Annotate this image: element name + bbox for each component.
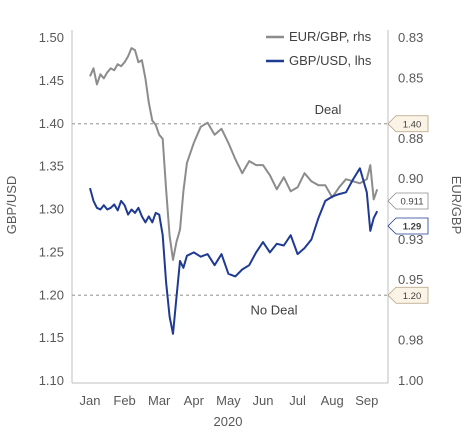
x-tick-label: Jan — [80, 393, 101, 408]
reference-lines: Deal No Deal — [72, 102, 388, 317]
y-left-tick-label: 1.40 — [39, 116, 64, 131]
y-left-tick-label: 1.15 — [39, 330, 64, 345]
legend-label-gbpusd: GBP/USD, lhs — [289, 53, 372, 68]
series-layer — [89, 47, 379, 335]
value-tags: 1.40 1.20 0.911 1.29 — [387, 115, 429, 304]
end-value-tag-box — [387, 217, 429, 235]
y-right-tick-label: 0.90 — [398, 171, 423, 186]
x-tick-label: Jun — [253, 393, 274, 408]
series-line-eurgbp — [89, 47, 379, 261]
y-right-tick-label: 0.83 — [398, 30, 423, 45]
reference-tag-text: 1.20 — [403, 291, 422, 302]
y-right-tick-label: 1.00 — [398, 373, 423, 388]
y-left-tick-label: 1.10 — [39, 373, 64, 388]
x-tick-label: May — [216, 393, 241, 408]
y-right-tick-label: 0.93 — [398, 232, 423, 247]
y-right-tick-label: 0.85 — [398, 70, 423, 85]
x-tick-label: Apr — [184, 393, 205, 408]
y-right-tick-label: 0.95 — [398, 272, 423, 287]
x-axis-ticks: Jan Feb Mar Apr May Jun Jul Aug Sep — [80, 393, 379, 408]
x-tick-label: Sep — [355, 393, 378, 408]
legend: EUR/GBP, rhs GBP/USD, lhs — [266, 29, 372, 68]
y-left-tick-label: 1.35 — [39, 159, 64, 174]
end-value-tag: 0.911 — [387, 192, 429, 210]
reference-tag: 1.20 — [387, 286, 429, 304]
x-tick-label: Feb — [113, 393, 135, 408]
reference-tag-box — [387, 286, 429, 304]
y-left-tick-label: 1.25 — [39, 244, 64, 259]
x-tick-label: Jul — [289, 393, 306, 408]
y-left-tick-label: 1.50 — [39, 30, 64, 45]
y-right-tick-label: 0.88 — [398, 131, 423, 146]
reference-tag-text: 1.40 — [403, 119, 422, 130]
legend-label-eurgbp: EUR/GBP, rhs — [289, 29, 372, 44]
y-axis-left-title: GBP/USD — [4, 176, 19, 235]
left-axis-ticks: 1.10 1.15 1.20 1.25 1.30 1.35 1.40 1.45 1.50 — [39, 30, 64, 388]
y-right-tick-label: 0.98 — [398, 333, 423, 348]
end-value-tag-text: 1.29 — [403, 222, 422, 233]
end-value-tag-box — [387, 192, 429, 210]
reference-tag-box — [387, 115, 429, 133]
right-axis-ticks: 0.83 0.85 0.88 0.90 0.93 0.95 0.98 1.00 — [398, 30, 423, 388]
y-axis-right-title: EUR/GBP — [449, 176, 464, 235]
series-line-gbpusd — [89, 167, 379, 335]
end-value-tag: 1.29 — [387, 217, 429, 235]
y-left-tick-label: 1.45 — [39, 73, 64, 88]
reference-line-label: No Deal — [251, 302, 298, 317]
x-axis-title: 2020 — [214, 414, 243, 429]
x-tick-label: Mar — [148, 393, 171, 408]
reference-line-label: Deal — [315, 102, 342, 117]
x-tick-label: Aug — [321, 393, 344, 408]
y-left-tick-label: 1.30 — [39, 202, 64, 217]
reference-tag: 1.40 — [387, 115, 429, 133]
end-value-tag-text: 0.911 — [400, 197, 423, 208]
y-left-tick-label: 1.20 — [39, 287, 64, 302]
